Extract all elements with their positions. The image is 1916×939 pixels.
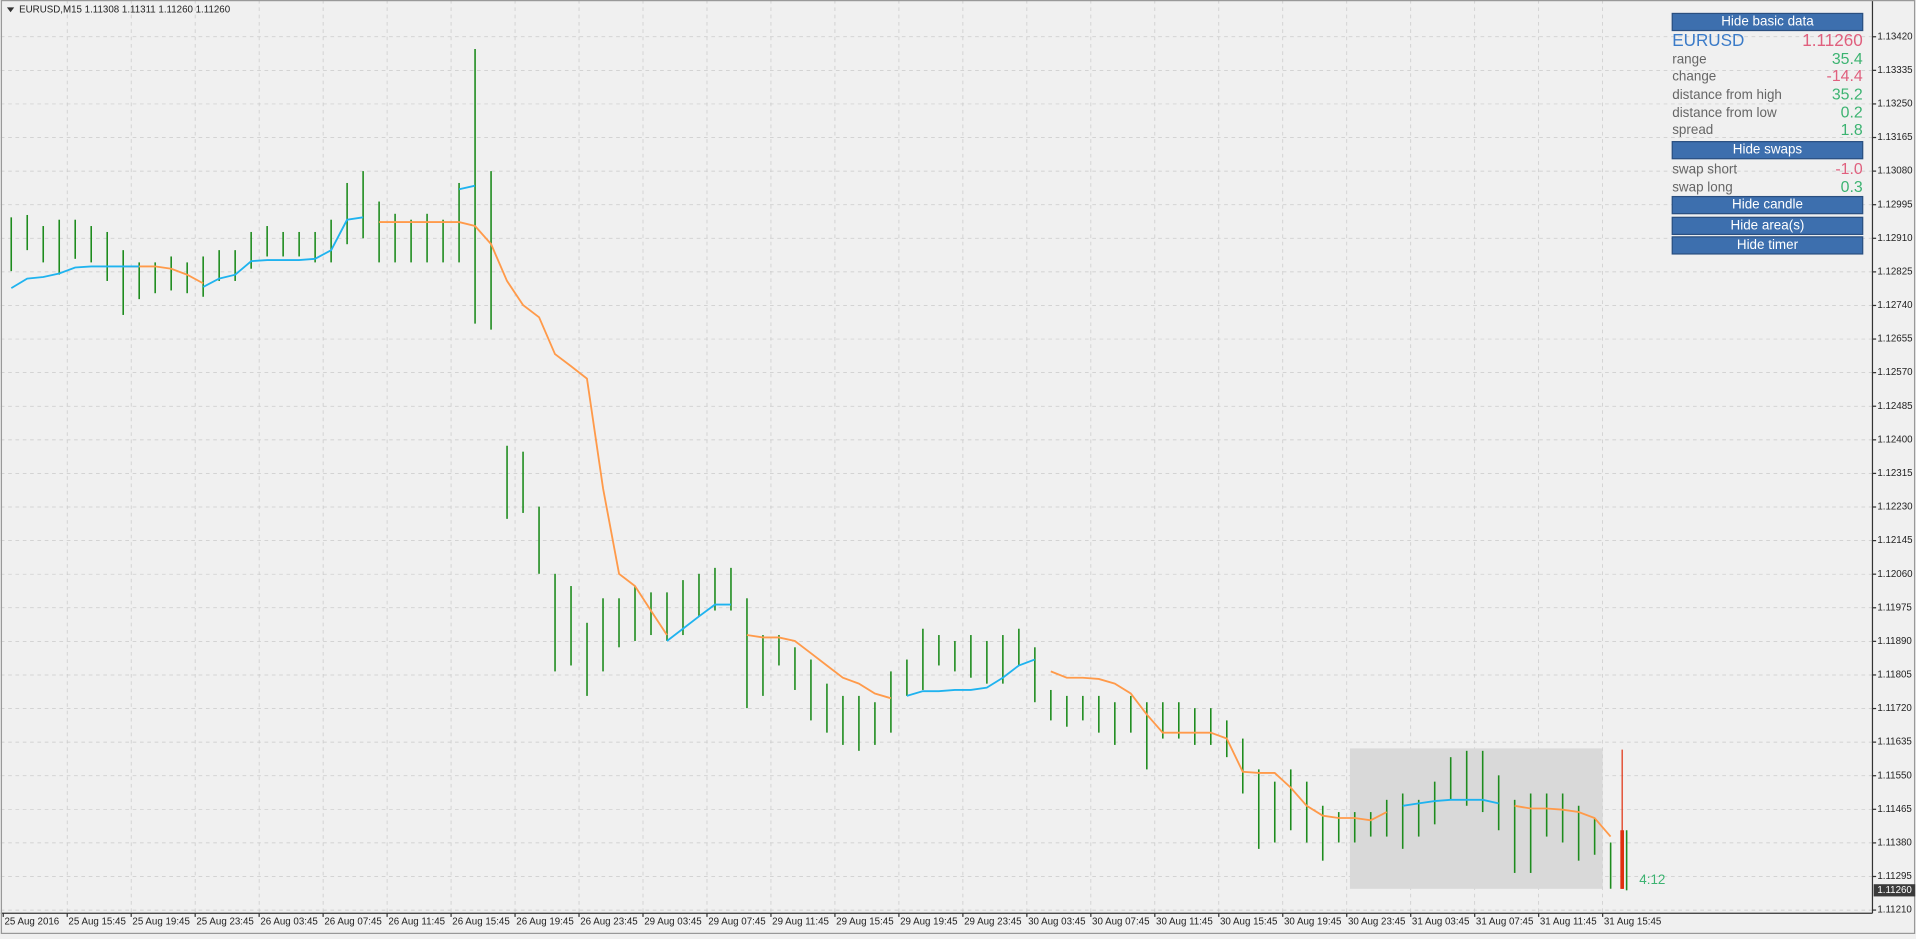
panel-label: spread bbox=[1672, 122, 1713, 137]
y-tick-label: 1.11720 bbox=[1877, 703, 1912, 714]
panel-label: EURUSD bbox=[1672, 31, 1744, 50]
y-tick-label: 1.12740 bbox=[1877, 300, 1913, 311]
y-tick-label: 1.11975 bbox=[1877, 602, 1912, 613]
panel-value: 0.2 bbox=[1841, 105, 1863, 122]
panel-button-label[interactable]: Hide candle bbox=[1732, 197, 1803, 212]
y-tick-label: 1.12910 bbox=[1877, 233, 1913, 244]
panel-button[interactable] bbox=[1671, 236, 1864, 255]
panel-button[interactable] bbox=[1671, 195, 1864, 215]
x-tick-label: 31 Aug 15:45 bbox=[1604, 916, 1662, 927]
x-tick-label: 26 Aug 11:45 bbox=[388, 916, 445, 927]
y-tick-label: 1.11550 bbox=[1877, 770, 1912, 781]
y-tick-label: 1.11635 bbox=[1877, 737, 1912, 748]
grid bbox=[0, 0, 1873, 914]
y-tick-label: 1.11380 bbox=[1877, 837, 1912, 848]
y-tick-label: 1.12060 bbox=[1877, 569, 1913, 580]
y-tick-label: 1.11210 bbox=[1877, 905, 1912, 916]
y-tick-label: 1.11465 bbox=[1877, 804, 1912, 815]
info-panel: Hide basic data EURUSD 1.11260 range 35.4 cha… bbox=[1671, 12, 1864, 255]
y-tick-label: 1.12400 bbox=[1877, 434, 1913, 445]
panel-label: distance from low bbox=[1672, 105, 1777, 120]
x-tick-label: 25 Aug 2016 bbox=[4, 916, 59, 927]
panel-label: change bbox=[1672, 68, 1716, 83]
y-tick-label: 1.12230 bbox=[1877, 502, 1913, 513]
panel-button-label[interactable]: Hide timer bbox=[1737, 237, 1799, 252]
timer: 4:12 bbox=[1639, 872, 1665, 887]
panel-label: swap long bbox=[1672, 180, 1732, 195]
y-tick-label: 1.12995 bbox=[1877, 199, 1913, 210]
indicator-line bbox=[123, 221, 1612, 838]
y-tick-label: 1.13080 bbox=[1877, 166, 1913, 177]
y-tick-label: 1.13420 bbox=[1877, 31, 1913, 42]
x-tick-label: 29 Aug 07:45 bbox=[708, 916, 766, 927]
y-tick-label: 1.12145 bbox=[1877, 535, 1913, 546]
panel-button-label[interactable]: Hide swaps bbox=[1733, 142, 1803, 157]
x-tick-label: 26 Aug 15:45 bbox=[452, 916, 510, 927]
panel-button[interactable] bbox=[1671, 12, 1864, 32]
x-tick-label: 30 Aug 15:45 bbox=[1220, 916, 1278, 927]
labels: 1.11210 1.11295 1.11380 1.11465 1.11550 1.116… bbox=[2, 31, 1916, 927]
panel-value: -14.4 bbox=[1827, 68, 1863, 85]
panel-label: swap short bbox=[1672, 161, 1737, 176]
y-tick-label: 1.13250 bbox=[1877, 99, 1913, 110]
x-tick-label: 29 Aug 03:45 bbox=[644, 916, 702, 927]
range-area bbox=[1349, 748, 1603, 889]
panel-label: distance from high bbox=[1672, 87, 1782, 102]
y-tick-label: 1.11805 bbox=[1877, 670, 1912, 681]
x-tick-label: 30 Aug 19:45 bbox=[1284, 916, 1342, 927]
x-tick-label: 30 Aug 11:45 bbox=[1156, 916, 1213, 927]
panel-value: -1.0 bbox=[1835, 161, 1863, 178]
x-tick-label: 26 Aug 23:45 bbox=[580, 916, 638, 927]
indicator-line bbox=[10, 184, 1499, 807]
x-tick-label: 25 Aug 15:45 bbox=[68, 916, 126, 927]
panel-button-label[interactable]: Hide basic data bbox=[1721, 14, 1814, 29]
x-tick-label: 29 Aug 23:45 bbox=[964, 916, 1022, 927]
x-tick-label: 31 Aug 11:45 bbox=[1540, 916, 1597, 927]
y-tick-label: 1.13335 bbox=[1877, 65, 1913, 76]
panel-value: 1.8 bbox=[1841, 122, 1863, 139]
x-tick-label: 31 Aug 03:45 bbox=[1412, 916, 1470, 927]
panel-value: 35.4 bbox=[1832, 51, 1863, 68]
last-price-label: 1.11260 bbox=[1877, 885, 1912, 896]
y-tick-label: 1.12315 bbox=[1877, 468, 1913, 479]
y-tick-label: 1.12825 bbox=[1877, 266, 1913, 277]
panel-button[interactable] bbox=[1671, 216, 1864, 236]
x-tick-label: 29 Aug 15:45 bbox=[836, 916, 894, 927]
x-tick-label: 29 Aug 11:45 bbox=[772, 916, 829, 927]
x-tick-label: 30 Aug 07:45 bbox=[1092, 916, 1150, 927]
x-tick-label: 31 Aug 07:45 bbox=[1476, 916, 1534, 927]
x-tick-label: 30 Aug 23:45 bbox=[1348, 916, 1406, 927]
y-tick-label: 1.13165 bbox=[1877, 132, 1913, 143]
y-tick-label: 1.12485 bbox=[1877, 401, 1913, 412]
panel-value: 35.2 bbox=[1832, 86, 1863, 103]
x-tick-label: 26 Aug 19:45 bbox=[516, 916, 574, 927]
last-price-box bbox=[1873, 884, 1916, 897]
x-tick-label: 30 Aug 03:45 bbox=[1028, 916, 1086, 927]
y-tick-label: 1.11295 bbox=[1877, 871, 1912, 882]
x-tick-label: 29 Aug 19:45 bbox=[900, 916, 958, 927]
x-tick-label: 25 Aug 23:45 bbox=[196, 916, 254, 927]
chart-title: EURUSD,M15 1.11308 1.11311 1.11260 1.112… bbox=[19, 4, 231, 15]
menu-arrow[interactable] bbox=[6, 7, 15, 13]
y-tick-label: 1.11890 bbox=[1877, 636, 1912, 647]
x-tick-label: 26 Aug 03:45 bbox=[260, 916, 318, 927]
panel-button[interactable] bbox=[1671, 141, 1864, 160]
marks bbox=[10, 49, 1628, 891]
y-tick-label: 1.12655 bbox=[1877, 334, 1913, 345]
panel-label: range bbox=[1672, 51, 1706, 66]
panel-value: 1.11260 bbox=[1802, 31, 1862, 50]
x-tick-label: 26 Aug 07:45 bbox=[324, 916, 382, 927]
x-tick-label: 25 Aug 19:45 bbox=[132, 916, 190, 927]
panel-button-label[interactable]: Hide area(s) bbox=[1731, 217, 1805, 232]
panel-value: 0.3 bbox=[1841, 179, 1863, 196]
y-tick-label: 1.12570 bbox=[1877, 367, 1913, 378]
